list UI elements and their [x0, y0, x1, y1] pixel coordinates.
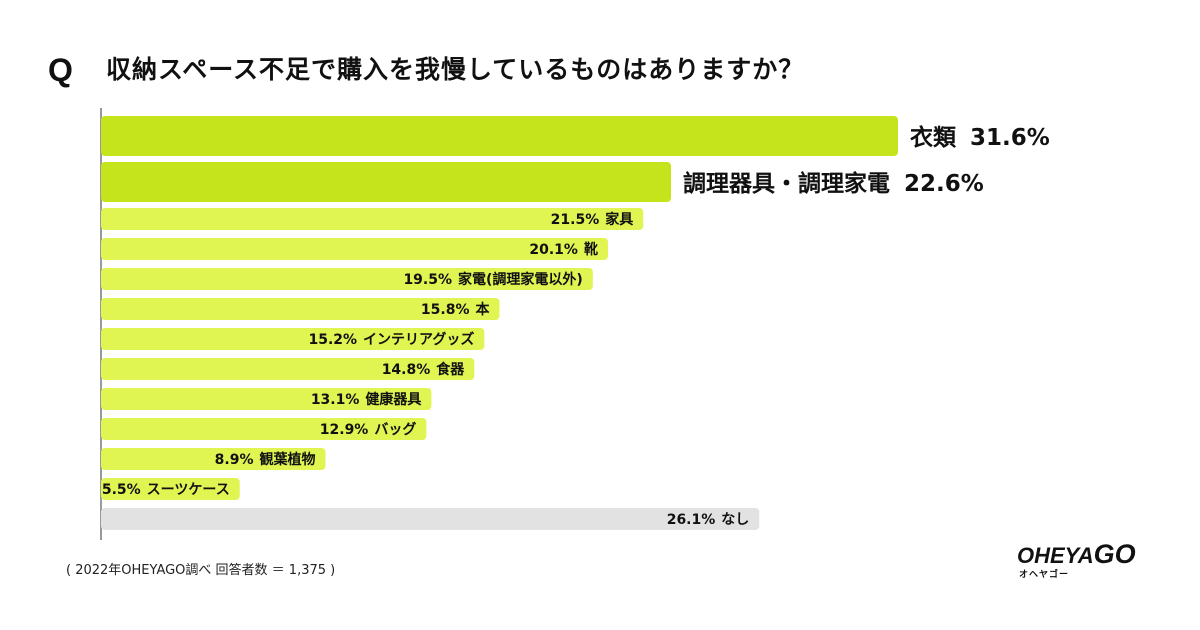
category-label-8: 健康器具 — [365, 391, 421, 408]
category-label-5: 本 — [476, 301, 491, 318]
bar-label-11: 5.5% スーツケース — [102, 482, 230, 498]
bar-11 — [101, 478, 240, 500]
bar-8 — [101, 388, 432, 410]
category-label-0: 衣類 — [910, 124, 957, 151]
value-label-3: 20.1% — [529, 242, 578, 258]
bar-label-12: 26.1% なし — [667, 512, 750, 528]
category-label-7: 食器 — [436, 361, 465, 378]
value-label-11: 5.5% — [102, 482, 141, 498]
question-mark: Q — [48, 52, 73, 88]
bar-6 — [101, 328, 485, 350]
bar-9 — [101, 418, 427, 440]
value-label-5: 15.8% — [421, 302, 470, 318]
logo-wordmark: OHEYAGO — [1017, 541, 1157, 569]
bar-5 — [101, 298, 500, 320]
bar-1 — [101, 162, 672, 202]
bar-label-0: 衣類 31.6% — [910, 124, 1050, 151]
bar-7 — [101, 358, 475, 380]
bar-label-9: 12.9% バッグ — [320, 421, 417, 438]
value-label-12: 26.1% — [667, 512, 716, 528]
survey-footnote: ( 2022年OHEYAGO調べ 回答者数 ＝ 1,375 ) — [66, 563, 336, 578]
category-label-6: インテリアグッズ — [363, 331, 474, 348]
bar-label-8: 13.1% 健康器具 — [311, 391, 422, 408]
bar-label-1: 調理器具・調理家電 22.6% — [683, 170, 984, 197]
bar-0 — [101, 116, 898, 156]
bar-12 — [101, 508, 760, 530]
bar-label-4: 19.5% 家電(調理家電以外) — [403, 271, 582, 288]
category-label-1: 調理器具・調理家電 — [683, 170, 890, 197]
oheyago-logo: OHEYAGO オヘヤゴー — [1017, 541, 1157, 591]
bar-label-6: 15.2% インテリアグッズ — [308, 331, 474, 348]
value-label-1: 22.6% — [904, 171, 984, 197]
bar-label-10: 8.9% 観葉植物 — [215, 451, 316, 468]
logo-kana: オヘヤゴー — [1019, 570, 1070, 580]
bar-3 — [101, 238, 608, 260]
question-title: 収納スペース不足で購入を我慢しているものはありますか？ — [106, 55, 805, 84]
category-label-12: なし — [721, 512, 749, 528]
value-label-7: 14.8% — [382, 362, 431, 378]
bar-label-3: 20.1% 靴 — [529, 241, 598, 258]
category-label-4: 家電(調理家電以外) — [458, 271, 583, 288]
value-label-10: 8.9% — [215, 452, 254, 468]
bar-10 — [101, 448, 326, 470]
bar-2 — [101, 208, 644, 230]
value-label-0: 31.6% — [970, 125, 1050, 151]
bar-4 — [101, 268, 593, 290]
category-label-2: 家具 — [605, 211, 633, 228]
value-label-8: 13.1% — [311, 392, 360, 408]
logo-oheya: OHEYA — [1017, 543, 1094, 568]
value-label-6: 15.2% — [308, 332, 357, 348]
value-label-2: 21.5% — [551, 212, 600, 228]
value-label-4: 19.5% — [403, 272, 452, 288]
bar-label-2: 21.5% 家具 — [551, 211, 634, 228]
bar-label-5: 15.8% 本 — [421, 301, 491, 318]
bar-label-7: 14.8% 食器 — [382, 361, 466, 378]
logo-go: GO — [1093, 539, 1136, 569]
category-label-11: スーツケース — [147, 482, 230, 498]
category-label-10: 観葉植物 — [259, 451, 315, 468]
category-label-3: 靴 — [584, 241, 598, 258]
value-label-9: 12.9% — [320, 422, 369, 438]
category-label-9: バッグ — [374, 421, 416, 438]
